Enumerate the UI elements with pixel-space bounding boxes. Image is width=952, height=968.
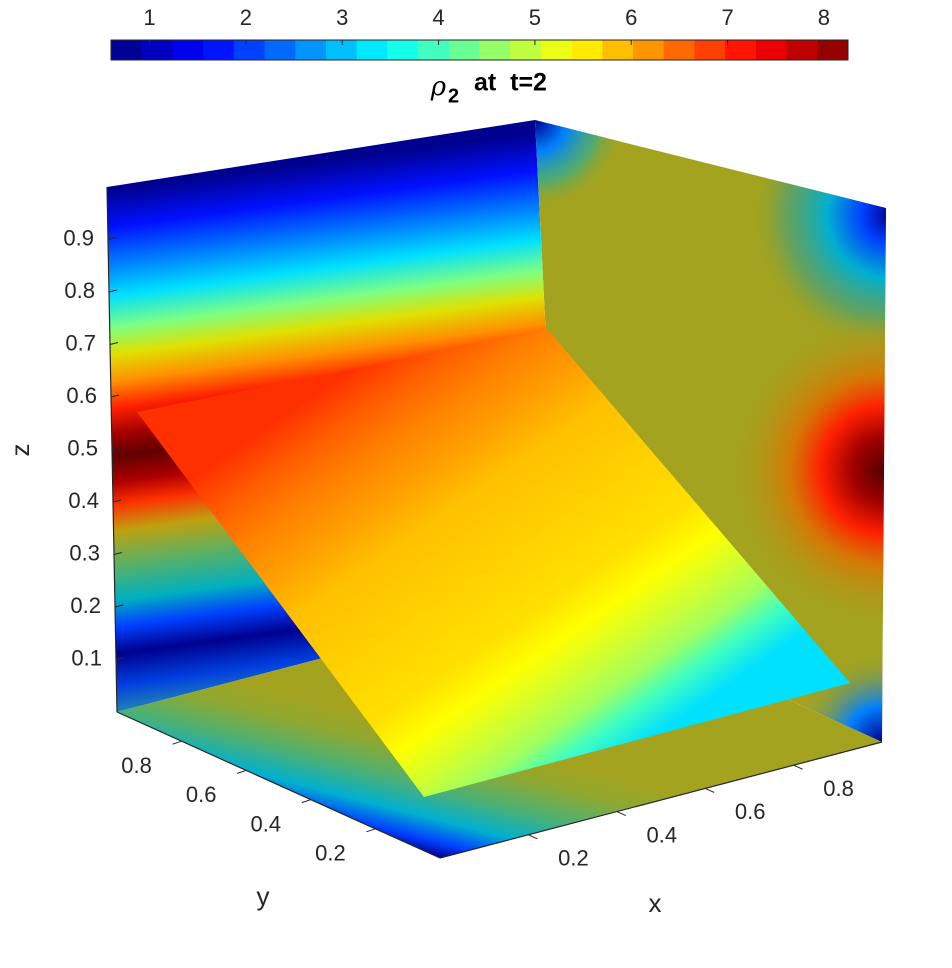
colorbar-swatch: [203, 40, 235, 60]
z-tick-label: 0.6: [66, 383, 97, 408]
x-tick: [793, 764, 803, 770]
colorbar-swatch: [786, 40, 818, 60]
y-tick: [366, 828, 376, 833]
title-symbol: ρ: [430, 72, 447, 102]
colorbar-frame: [110, 39, 849, 61]
y-tick-label: 0.6: [186, 782, 217, 807]
z-tick-label: 0.9: [63, 225, 94, 250]
colorbar-swatch: [325, 40, 358, 60]
colorbar-swatch: [540, 40, 573, 60]
y-tick-label: 0.8: [121, 753, 152, 778]
colorbar-tick-label: 1: [143, 5, 155, 30]
z-tick: [114, 604, 124, 608]
z-tick-label: 0.4: [68, 488, 99, 513]
y-tick: [237, 769, 247, 774]
colorbar-swatch: [295, 40, 327, 60]
colorbar-swatch: [633, 40, 665, 60]
colorbar-swatch: [725, 40, 757, 60]
z-tick-label: 0.3: [69, 540, 100, 565]
slices: [107, 120, 886, 858]
z-tick: [113, 552, 123, 555]
colorbar-swatch: [817, 40, 849, 60]
z-tick-label: 0.1: [71, 645, 102, 670]
colorbar-swatch: [172, 40, 204, 60]
x-tick: [704, 787, 715, 793]
colorbar-tick-label: 4: [432, 5, 444, 30]
colorbar-swatch: [448, 40, 480, 60]
z-tick: [110, 394, 120, 398]
title-text: at t=2: [474, 69, 547, 97]
z-tick-label: 0.8: [64, 278, 95, 303]
z-tick-label: 0.2: [70, 593, 101, 618]
z-tick-label: 0.7: [65, 330, 96, 355]
y-tick: [172, 740, 182, 745]
colorbar-tick-label: 7: [721, 5, 733, 30]
z-label: z: [5, 444, 35, 457]
x-tick-label: 0.6: [735, 799, 766, 824]
z-tick: [107, 237, 117, 240]
colorbar-tick-label: 5: [529, 5, 541, 30]
colorbar-swatch: [663, 40, 695, 60]
z-tick: [109, 342, 119, 345]
colorbar-tick-label: 3: [336, 5, 348, 30]
colorbar-swatch: [264, 40, 296, 60]
x-tick-label: 0.4: [647, 822, 678, 847]
y-tick-label: 0.2: [315, 841, 346, 866]
slice-tilted: [137, 330, 850, 797]
z-tick: [115, 657, 125, 660]
x-tick-label: 0.2: [558, 846, 589, 871]
colorbar-swatch: [387, 40, 419, 60]
colorbar-swatch: [141, 40, 173, 60]
z-tick: [112, 499, 122, 503]
x-tick-label: 0.8: [823, 776, 854, 801]
colorbar-swatch: [418, 40, 450, 60]
colorbar-tick-label: 2: [240, 5, 252, 30]
z-tick-label: 0.5: [67, 435, 98, 460]
title-subscript: 2: [448, 85, 459, 107]
x-tick: [528, 834, 538, 840]
colorbar-swatch: [755, 40, 788, 60]
colorbar-tick-label: 8: [818, 5, 830, 30]
z-tick: [111, 447, 121, 450]
x-tick: [616, 811, 627, 817]
colorbar-swatch: [233, 40, 266, 60]
z-tick: [108, 289, 118, 293]
x-label: x: [649, 888, 662, 918]
y-label: y: [257, 881, 270, 911]
y-tick-label: 0.4: [251, 811, 282, 836]
colorbar-swatch: [111, 40, 143, 60]
colorbar-swatch: [356, 40, 388, 60]
y-tick: [301, 799, 311, 804]
colorbar-swatch: [571, 40, 603, 60]
colorbar-swatch: [694, 40, 726, 60]
colorbar-swatch: [602, 40, 634, 60]
colorbar-swatch: [510, 40, 542, 60]
colorbar-tick-label: 6: [625, 5, 637, 30]
colorbar-swatch: [479, 40, 511, 60]
